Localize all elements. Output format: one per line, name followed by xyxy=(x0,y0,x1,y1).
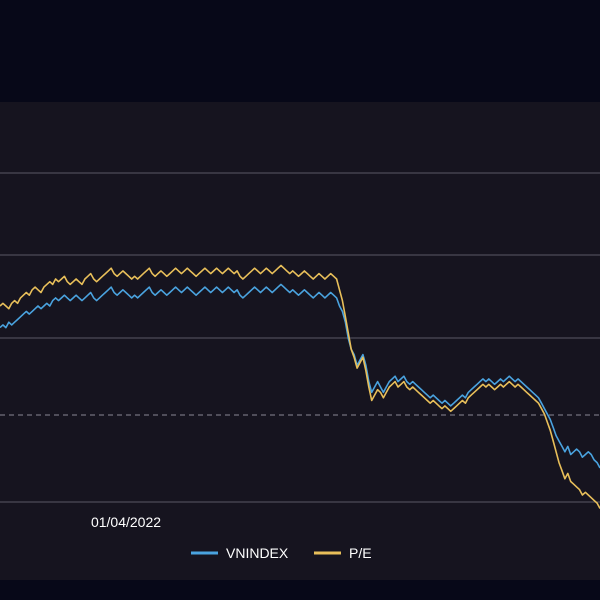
legend-label-vnindex: VNINDEX xyxy=(226,545,289,561)
grid-lines xyxy=(0,172,600,503)
x-tick-label-0: 01/04/2022 xyxy=(91,514,161,530)
legend-label-pe: P/E xyxy=(349,545,372,561)
legend-item-pe[interactable]: P/E xyxy=(314,545,372,561)
chart-panel xyxy=(0,102,600,580)
series-line-vnindex xyxy=(0,283,600,469)
legend-item-vnindex[interactable]: VNINDEX xyxy=(191,545,289,561)
series-lines xyxy=(0,264,600,509)
bottom-strip xyxy=(0,580,600,600)
legend: VNINDEX P/E xyxy=(191,545,372,561)
series-line-pe xyxy=(0,264,600,509)
